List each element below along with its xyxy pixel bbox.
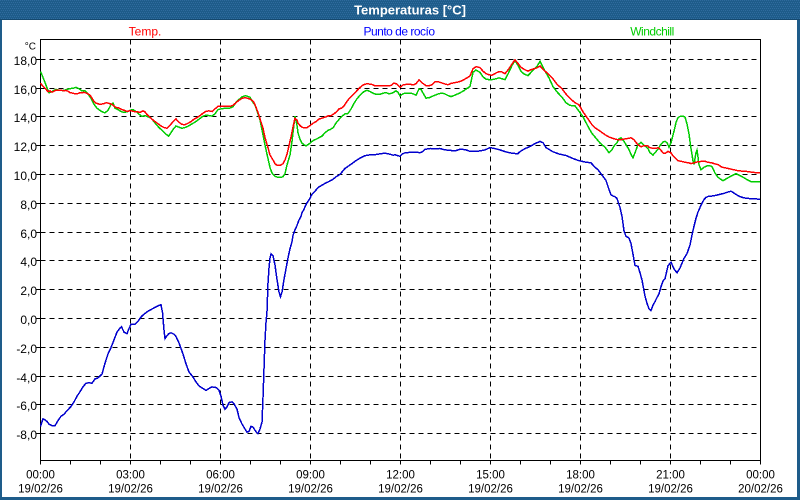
svg-text:15:00: 15:00: [476, 470, 505, 482]
svg-text:19/02/26: 19/02/26: [378, 484, 423, 496]
svg-text:00:00: 00:00: [26, 470, 55, 482]
svg-text:18:00: 18:00: [566, 470, 595, 482]
svg-text:6,0: 6,0: [20, 227, 37, 241]
svg-text:4,0: 4,0: [20, 255, 37, 269]
svg-text:20/02/26: 20/02/26: [738, 484, 783, 496]
svg-text:°C: °C: [25, 42, 36, 53]
svg-text:Windchill: Windchill: [630, 25, 674, 39]
svg-text:-6,0: -6,0: [16, 399, 37, 413]
svg-text:Temperaturas [°C]: Temperaturas [°C]: [354, 3, 466, 18]
svg-text:19/02/26: 19/02/26: [468, 484, 513, 496]
svg-text:-2,0: -2,0: [16, 342, 37, 356]
svg-text:12:00: 12:00: [386, 470, 415, 482]
svg-text:14,0: 14,0: [14, 111, 38, 125]
svg-text:10,0: 10,0: [14, 169, 38, 183]
svg-text:06:00: 06:00: [206, 470, 235, 482]
svg-text:8,0: 8,0: [20, 198, 37, 212]
svg-text:12,0: 12,0: [14, 140, 38, 154]
svg-text:09:00: 09:00: [296, 470, 325, 482]
svg-text:19/02/26: 19/02/26: [648, 484, 693, 496]
svg-text:19/02/26: 19/02/26: [558, 484, 603, 496]
svg-text:Temp.: Temp.: [129, 25, 162, 39]
svg-text:2,0: 2,0: [20, 284, 37, 298]
svg-text:19/02/26: 19/02/26: [198, 484, 243, 496]
svg-text:21:00: 21:00: [656, 470, 685, 482]
svg-text:19/02/26: 19/02/26: [18, 484, 63, 496]
svg-text:-4,0: -4,0: [16, 371, 37, 385]
svg-text:03:00: 03:00: [116, 470, 145, 482]
svg-text:19/02/26: 19/02/26: [288, 484, 333, 496]
svg-text:18,0: 18,0: [14, 54, 38, 68]
svg-text:00:00: 00:00: [746, 470, 775, 482]
svg-text:19/02/26: 19/02/26: [108, 484, 153, 496]
svg-text:0,0: 0,0: [20, 313, 37, 327]
svg-text:16,0: 16,0: [14, 83, 38, 97]
svg-text:Punto de rocío: Punto de rocío: [363, 25, 435, 39]
svg-text:-8,0: -8,0: [16, 428, 37, 442]
